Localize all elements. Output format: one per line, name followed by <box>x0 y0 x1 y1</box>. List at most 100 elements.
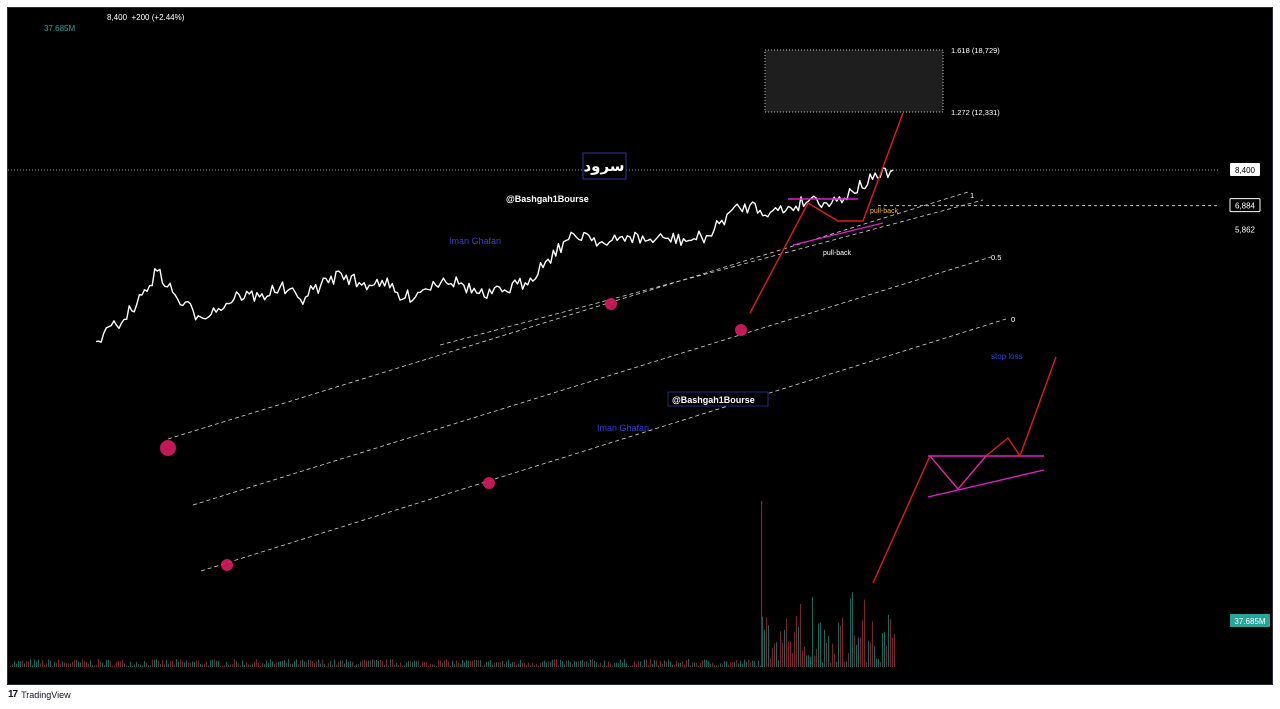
volume-bar <box>294 661 295 667</box>
volume-bar <box>184 662 185 667</box>
volume-bar <box>416 661 417 667</box>
volume-bar <box>736 660 737 667</box>
volume-bar <box>554 659 555 667</box>
volume-bar <box>834 653 835 667</box>
volume-bar <box>168 663 169 667</box>
volume-bar <box>176 659 177 667</box>
pull-back-label-upper: pull-back <box>870 208 899 215</box>
volume-bar <box>284 660 285 667</box>
volume-bar <box>372 659 373 667</box>
volume-bar <box>444 660 445 667</box>
volume-bar <box>878 658 879 667</box>
volume-bar <box>356 664 357 667</box>
title-box <box>582 152 627 180</box>
volume-bar <box>108 659 109 667</box>
volume-bar <box>220 665 221 667</box>
volume-bar <box>846 661 847 667</box>
volume-bar <box>324 663 325 667</box>
volume-bar <box>102 662 103 667</box>
volume-bar <box>668 659 669 667</box>
volume-bar <box>786 618 787 667</box>
chart-panel[interactable]: 1.618 (18,729) 1.272 (12,331) سرود @Bashga… <box>7 7 1273 685</box>
volume-bar <box>624 659 625 667</box>
volume-bar <box>12 663 13 667</box>
volume-bar <box>74 659 75 667</box>
volume-bar <box>712 662 713 667</box>
volume-bar <box>302 659 303 667</box>
volume-bar <box>214 659 215 667</box>
volume-bar <box>816 649 817 667</box>
volume-bar <box>186 660 187 667</box>
volume-bar <box>458 662 459 667</box>
volume-bar <box>772 647 773 667</box>
volume-bar <box>224 665 225 667</box>
volume-bar <box>110 660 111 667</box>
volume-bar <box>392 659 393 667</box>
volume-bar <box>78 661 79 667</box>
volume-bar <box>544 660 545 667</box>
volume-bar <box>526 664 527 667</box>
volume-bar <box>606 665 607 667</box>
volume-bar <box>206 661 207 667</box>
pivot-marker <box>735 324 747 336</box>
volume-bar <box>696 662 697 667</box>
fib-target-lower: 1.272 (12,331) <box>951 108 1000 117</box>
volume-bar <box>40 663 41 667</box>
volume-bar <box>812 596 813 667</box>
volume-bar <box>212 659 213 667</box>
volume-bar <box>352 661 353 667</box>
volume-bar <box>332 664 333 667</box>
channel-line <box>192 256 992 506</box>
volume-bar <box>312 661 313 667</box>
volume-bar <box>80 662 81 667</box>
volume-bar <box>30 659 31 667</box>
chart-canvas[interactable]: 1.618 (18,729) 1.272 (12,331) سرود @Bashga… <box>8 8 1273 685</box>
volume-bar <box>576 661 577 667</box>
volume-bar <box>376 659 377 667</box>
volume-bar <box>62 661 63 667</box>
volume-bar <box>170 660 171 667</box>
volume-bar <box>140 664 141 667</box>
volume-bar <box>706 659 707 667</box>
volume-bar <box>124 663 125 667</box>
volume-bar <box>568 660 569 667</box>
volume-bar <box>354 665 355 667</box>
volume-bar <box>590 659 591 667</box>
price-tag-current <box>1230 163 1260 176</box>
volume-bar <box>178 661 179 667</box>
volume-bar <box>472 661 473 667</box>
volume-bar <box>466 660 467 667</box>
volume-bar <box>464 662 465 667</box>
volume-bar <box>276 662 277 667</box>
volume-bar <box>50 660 51 667</box>
volume-bar <box>414 660 415 667</box>
volume-bar <box>676 661 677 667</box>
volume-bar <box>680 662 681 667</box>
volume-bar <box>800 604 801 667</box>
volume-bar <box>374 660 375 667</box>
volume-bar <box>872 621 873 667</box>
chart-text: سرود @Bashgah1Bourse @Bashgah1Bourse Iman G… <box>449 152 1023 433</box>
volume-bar <box>880 661 881 667</box>
volume-bar <box>128 665 129 667</box>
fib-level-label: 0 <box>1011 315 1015 324</box>
volume-bar <box>756 665 757 667</box>
volume-bar <box>540 662 541 667</box>
volume-bar <box>194 662 195 667</box>
volume-bar <box>682 661 683 667</box>
volume-bar <box>612 665 613 667</box>
volume-bar <box>672 664 673 667</box>
volume-bar <box>658 665 659 667</box>
volume-bar <box>122 659 123 667</box>
volume-bar <box>618 662 619 667</box>
volume-bar <box>296 659 297 667</box>
volume-bar <box>90 660 91 667</box>
volume-bar <box>510 663 511 667</box>
volume-bar <box>722 664 723 667</box>
volume-bar <box>520 659 521 667</box>
price-label: 5,862 <box>1235 226 1256 235</box>
volume-bar <box>52 665 53 667</box>
volume-bar <box>202 664 203 667</box>
volume-bar <box>572 663 573 667</box>
volume-axis-label: 37.685M <box>1234 617 1265 626</box>
